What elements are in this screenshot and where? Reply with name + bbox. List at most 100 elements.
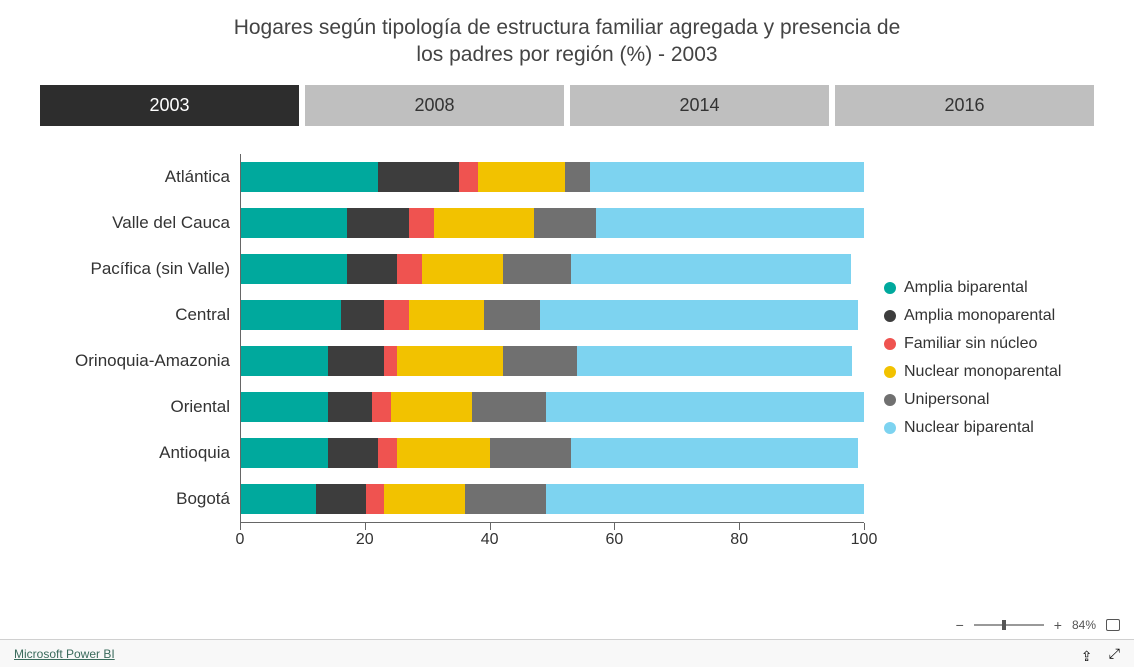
legend-label: Nuclear biparental [904,419,1034,437]
x-tick-label: 40 [481,531,499,549]
bar-segment[interactable] [397,254,422,284]
bar-segment[interactable] [472,392,547,422]
bar-track [241,346,864,376]
bar-row [241,200,864,246]
legend-item[interactable]: Nuclear monoparental [884,363,1094,381]
bar-segment[interactable] [484,300,540,330]
bar-segment[interactable] [384,346,396,376]
bar-segment[interactable] [540,300,858,330]
zoom-slider[interactable] [974,624,1044,626]
bar-segment[interactable] [534,208,596,238]
bar-segment[interactable] [478,162,565,192]
bar-segment[interactable] [571,254,851,284]
bar-segment[interactable] [241,300,341,330]
zoom-out-button[interactable]: − [956,617,964,633]
bar-segment[interactable] [328,392,372,422]
bar-row [241,476,864,522]
bar-segment[interactable] [465,484,546,514]
title-line-1: Hogares según tipología de estructura fa… [234,16,901,39]
legend-item[interactable]: Amplia monoparental [884,307,1094,325]
y-axis-labels: AtlánticaValle del CaucaPacífica (sin Va… [40,154,240,562]
bar-segment[interactable] [384,484,465,514]
bar-segment[interactable] [347,254,397,284]
share-icon[interactable]: ⇪ [1081,648,1095,660]
bar-segment[interactable] [378,162,459,192]
x-tick [614,523,615,530]
x-tick [240,523,241,530]
legend-label: Amplia monoparental [904,307,1055,325]
bar-segment[interactable] [409,208,434,238]
bar-segment[interactable] [503,254,572,284]
bar-segment[interactable] [490,438,571,468]
bar-segment[interactable] [577,346,851,376]
bar-segment[interactable] [241,438,328,468]
bar-segment[interactable] [434,208,534,238]
bar-segment[interactable] [384,300,409,330]
bar-segment[interactable] [328,438,378,468]
bars-container [240,154,864,522]
bar-segment[interactable] [397,438,490,468]
bar-segment[interactable] [409,300,484,330]
legend-item[interactable]: Amplia biparental [884,279,1094,297]
bar-segment[interactable] [241,208,347,238]
legend-item[interactable]: Nuclear biparental [884,419,1094,437]
x-tick [490,523,491,530]
bar-track [241,254,864,284]
legend-label: Nuclear monoparental [904,363,1061,381]
zoom-percent-label: 84% [1072,618,1096,632]
bar-segment[interactable] [241,392,328,422]
bar-segment[interactable] [241,254,347,284]
bar-segment[interactable] [422,254,503,284]
bar-segment[interactable] [366,484,385,514]
zoom-in-button[interactable]: + [1054,617,1062,633]
x-tick-label: 80 [730,531,748,549]
tab-2014[interactable]: 2014 [570,85,829,126]
fullscreen-icon[interactable]: ⤢ [1109,645,1120,662]
powerbi-brand-link[interactable]: Microsoft Power BI [14,647,115,661]
bar-segment[interactable] [241,484,316,514]
bar-segment[interactable] [241,346,328,376]
tab-2008[interactable]: 2008 [305,85,564,126]
bar-segment[interactable] [459,162,478,192]
legend-swatch [884,282,896,294]
legend-swatch [884,422,896,434]
fit-to-page-icon[interactable] [1106,619,1120,631]
zoom-slider-thumb[interactable] [1002,620,1006,630]
bar-track [241,484,864,514]
legend-swatch [884,338,896,350]
legend-swatch [884,366,896,378]
bar-segment[interactable] [372,392,391,422]
x-tick-label: 60 [605,531,623,549]
legend-swatch [884,394,896,406]
bar-segment[interactable] [341,300,385,330]
bar-segment[interactable] [596,208,864,238]
bar-segment[interactable] [397,346,503,376]
legend-item[interactable]: Unipersonal [884,391,1094,409]
bar-track [241,208,864,238]
bar-segment[interactable] [503,346,578,376]
bar-segment[interactable] [565,162,590,192]
x-tick-label: 0 [236,531,245,549]
bar-segment[interactable] [316,484,366,514]
bar-row [241,384,864,430]
bar-segment[interactable] [347,208,409,238]
bar-segment[interactable] [546,392,864,422]
tab-2003[interactable]: 2003 [40,85,299,126]
bar-segment[interactable] [241,162,378,192]
legend-label: Amplia biparental [904,279,1028,297]
bar-row [241,154,864,200]
legend-item[interactable]: Familiar sin núcleo [884,335,1094,353]
bar-segment[interactable] [391,392,472,422]
legend: Amplia biparental Amplia monoparental Fami… [864,154,1094,562]
x-tick [739,523,740,530]
bar-segment[interactable] [590,162,864,192]
bar-segment[interactable] [328,346,384,376]
chart-title: Hogares según tipología de estructura fa… [0,0,1134,69]
bar-segment[interactable] [546,484,864,514]
tab-2016[interactable]: 2016 [835,85,1094,126]
bar-segment[interactable] [571,438,858,468]
bar-row [241,338,864,384]
bar-segment[interactable] [378,438,397,468]
x-tick-label: 20 [356,531,374,549]
x-tick [864,523,865,530]
